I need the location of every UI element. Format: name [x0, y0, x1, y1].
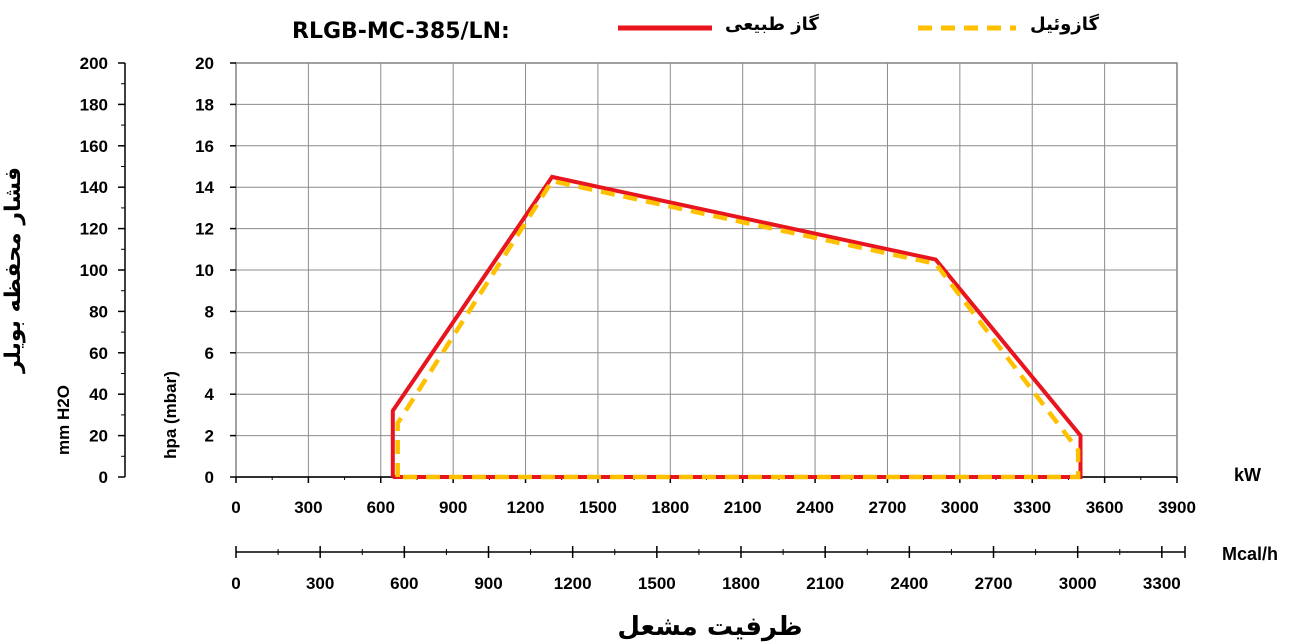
x-tick-label-kw: 900 [439, 498, 467, 517]
y-tick-label-mmh2o: 120 [80, 220, 108, 239]
y-tick-label-hpa: 20 [195, 54, 214, 73]
x-tick-label-mcal: 1800 [722, 574, 760, 593]
y-tick-label-mmh2o: 20 [89, 427, 108, 446]
x-tick-label-kw: 600 [367, 498, 395, 517]
x-tick-label-kw: 1500 [579, 498, 617, 517]
y-tick-label-hpa: 14 [195, 178, 214, 197]
x-tick-label-kw: 2700 [869, 498, 907, 517]
y-tick-label-hpa: 4 [205, 385, 215, 404]
y-tick-label-mmh2o: 40 [89, 385, 108, 404]
x-tick-label-kw: 0 [231, 498, 240, 517]
x-tick-label-mcal: 2400 [890, 574, 928, 593]
chart-grid [235, 62, 1178, 478]
x-tick-label-kw: 3000 [941, 498, 979, 517]
chart-series [390, 174, 1083, 480]
x-unit-kw: kW [1234, 465, 1261, 485]
y-axis-unit-hpa: hpa (mbar) [161, 371, 180, 459]
x-tick-label-kw: 300 [294, 498, 322, 517]
x-tick-label-mcal: 600 [390, 574, 418, 593]
x-tick-label-mcal: 2100 [806, 574, 844, 593]
x-tick-label-mcal: 900 [474, 574, 502, 593]
chart-tick-labels: 0 300 600 900 1200 1500 1800 2100 2400 2700 3000 33… [80, 54, 1196, 593]
legend-label-natural-gas: گاز طبیعی [725, 13, 819, 35]
y-tick-label-hpa: 18 [195, 95, 214, 114]
x-tick-label-kw: 1800 [651, 498, 689, 517]
x-tick-label-kw: 3600 [1086, 498, 1124, 517]
y-axis-unit-mmh2o: mm H2O [54, 385, 73, 455]
y-tick-label-hpa: 2 [205, 427, 214, 446]
x-unit-mcal: Mcal/h [1222, 544, 1278, 564]
y-tick-label-hpa: 6 [205, 344, 214, 363]
x-tick-label-mcal: 3000 [1059, 574, 1097, 593]
x-tick-label-kw: 3300 [1013, 498, 1051, 517]
y-tick-label-hpa: 0 [205, 468, 214, 487]
x-tick-label-mcal: 1500 [638, 574, 676, 593]
x-tick-label-kw: 2400 [796, 498, 834, 517]
y-tick-label-mmh2o: 180 [80, 95, 108, 114]
chart-axes [118, 62, 1186, 558]
x-axis-title: ظرفیت مشعل [617, 612, 802, 642]
chart-title: RLGB-MC-385/LN: [292, 19, 510, 44]
y-tick-label-hpa: 16 [195, 137, 214, 156]
y-tick-label-mmh2o: 100 [80, 261, 108, 280]
y-tick-label-hpa: 10 [195, 261, 214, 280]
x-tick-label-kw: 1200 [507, 498, 545, 517]
series-line-diesel [395, 178, 1081, 480]
y-tick-label-hpa: 12 [195, 220, 214, 239]
y-tick-label-mmh2o: 0 [99, 468, 108, 487]
x-tick-label-mcal: 0 [231, 574, 240, 593]
x-tick-label-mcal: 1200 [554, 574, 592, 593]
legend-label-diesel: گازوئیل [1030, 13, 1099, 35]
x-tick-label-mcal: 3300 [1143, 574, 1181, 593]
y-tick-label-mmh2o: 160 [80, 137, 108, 156]
y-axis-title: فشار محفظه بویلر [1, 167, 26, 374]
y-tick-label-mmh2o: 80 [89, 302, 108, 321]
x-tick-label-mcal: 300 [306, 574, 334, 593]
x-tick-label-kw: 2100 [724, 498, 762, 517]
y-tick-label-mmh2o: 60 [89, 344, 108, 363]
x-tick-label-kw: 3900 [1158, 498, 1196, 517]
series-line-natural-gas [390, 174, 1083, 479]
y-tick-label-mmh2o: 200 [80, 54, 108, 73]
x-tick-label-mcal: 2700 [975, 574, 1013, 593]
y-tick-label-hpa: 8 [205, 302, 214, 321]
y-tick-label-mmh2o: 140 [80, 178, 108, 197]
